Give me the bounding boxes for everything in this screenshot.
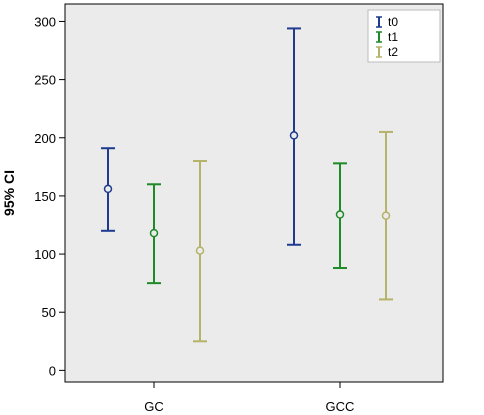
y-tick-label-150: 150 (34, 189, 56, 204)
legend-entry-t2: t2 (376, 45, 398, 59)
error-bars (101, 27, 393, 343)
y-tick-label-250: 250 (34, 73, 56, 88)
mean-marker (195, 246, 205, 255)
legend-label-t1: t1 (388, 30, 398, 44)
y-tick-label-0: 0 (49, 363, 56, 378)
mean-marker (103, 184, 113, 194)
error-bar-t1-GC (147, 183, 161, 285)
legend-entry-t1: t1 (376, 30, 398, 44)
error-bar-t0-GC (101, 147, 115, 232)
plot-area (64, 3, 444, 383)
y-axis: 0 50 100 150 200 250 300 (34, 14, 65, 378)
x-tick-label-GCC: GCC (326, 399, 355, 414)
error-bar-t2-GCC (379, 130, 393, 301)
error-bar-t1-GCC (333, 162, 347, 270)
x-axis: GC GCC (144, 382, 354, 414)
error-bar-t2-GC (193, 160, 207, 343)
mean-marker (335, 210, 345, 219)
y-tick-label-100: 100 (34, 247, 56, 262)
x-tick-label-GC: GC (144, 399, 164, 414)
error-bar-t0-GCC (287, 27, 301, 246)
y-tick-label-50: 50 (42, 305, 56, 320)
legend-entry-t0: t0 (376, 15, 398, 29)
y-tick-label-200: 200 (34, 131, 56, 146)
mean-marker (381, 211, 391, 220)
legend-label-t2: t2 (388, 45, 398, 59)
mean-marker (289, 131, 299, 140)
y-tick-label-300: 300 (34, 14, 56, 29)
y-axis-label: 95% CI (1, 170, 17, 216)
mean-marker (149, 228, 159, 238)
legend-label-t0: t0 (388, 15, 398, 29)
